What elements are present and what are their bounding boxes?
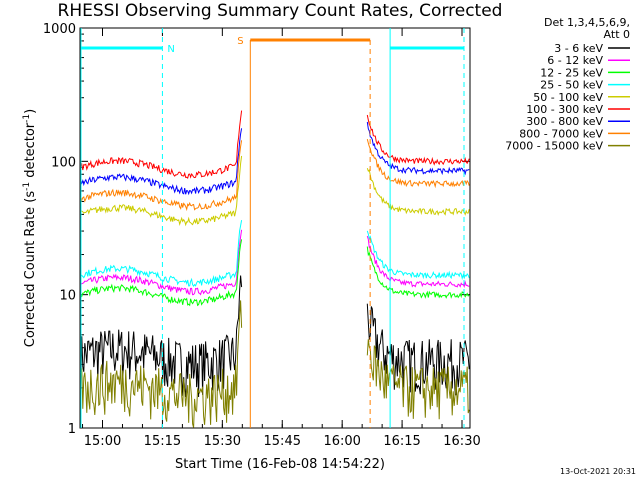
legend-label: 7000 - 15000 keV — [505, 140, 603, 153]
legend-label: 25 - 50 keV — [540, 79, 603, 92]
legend-label: 100 - 300 keV — [526, 103, 603, 116]
series-line-before — [80, 155, 243, 227]
series-traces — [80, 110, 470, 428]
x-tick-label: 16:15 — [383, 434, 420, 449]
legend-label: 3 - 6 keV — [554, 42, 603, 55]
y-tick-label: 1000 — [43, 22, 76, 37]
plot-frame — [79, 27, 471, 429]
series-line-after — [366, 138, 470, 189]
x-tick-label: 16:30 — [443, 434, 480, 449]
series-line-after — [366, 114, 470, 166]
series-line-before — [80, 110, 243, 179]
x-tick-label: 15:30 — [204, 434, 241, 449]
axis-ticks: 15:00 15:15 15:30 15:45 16:00 16:15 16:30 1 10 10… — [43, 22, 481, 449]
x-axis-label: Start Time (16-Feb-08 14:54:22) — [175, 457, 385, 472]
series-line-after — [366, 303, 470, 396]
y-tick-label: 100 — [51, 155, 76, 170]
series-line-after — [366, 235, 470, 289]
series-line-after — [366, 246, 470, 299]
flag-bars: NS — [80, 28, 465, 428]
series-line-before — [80, 239, 243, 307]
x-tick-label: 15:15 — [144, 434, 181, 449]
legend-label: 300 - 800 keV — [526, 115, 603, 128]
series-line-after — [366, 339, 470, 420]
series-line-before — [80, 140, 243, 212]
x-tick-label: 15:45 — [264, 434, 301, 449]
legend-header-line-1: Det 1,3,4,5,6,9, — [544, 16, 630, 29]
series-line-before — [80, 128, 243, 196]
legend-label: 12 - 25 keV — [540, 66, 603, 79]
y-tick-label: 10 — [59, 289, 76, 304]
night-flag-label: N — [167, 44, 174, 55]
series-line-before — [80, 300, 243, 428]
x-tick-label: 16:00 — [323, 434, 360, 449]
series-line-after — [366, 230, 470, 281]
legend-label: 800 - 7000 keV — [519, 127, 603, 140]
y-axis-label: Corrected Count Rate (s-1 detector-1) — [22, 109, 38, 347]
legend-label: 50 - 100 keV — [533, 91, 603, 104]
series-line-before — [80, 220, 243, 287]
series-line-before — [80, 275, 243, 398]
series-line-before — [80, 229, 243, 296]
saa-flag-label: S — [237, 36, 243, 47]
legend-label: 6 - 12 keV — [547, 54, 603, 67]
x-tick-label: 15:00 — [84, 434, 121, 449]
footer-timestamp: 13-Oct-2021 20:31 — [560, 467, 636, 476]
y-tick-label: 1 — [68, 422, 76, 437]
series-line-after — [366, 121, 470, 176]
legend-header-line-2: Att 0 — [604, 28, 630, 41]
chart-title: RHESSI Observing Summary Count Rates, Co… — [58, 1, 503, 21]
series-line-after — [366, 168, 470, 216]
